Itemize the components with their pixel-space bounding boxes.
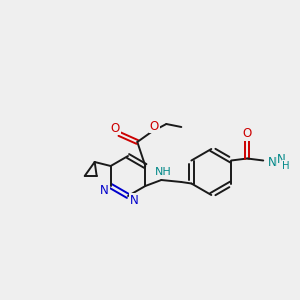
Text: NH: NH <box>155 167 172 177</box>
Text: O: O <box>111 122 120 134</box>
Text: N: N <box>100 184 109 196</box>
Text: N: N <box>277 153 286 166</box>
Text: H: H <box>282 160 290 170</box>
Text: NH₂: NH₂ <box>268 156 290 169</box>
Text: O: O <box>243 127 252 140</box>
Text: O: O <box>150 119 159 133</box>
Text: N: N <box>130 194 138 206</box>
